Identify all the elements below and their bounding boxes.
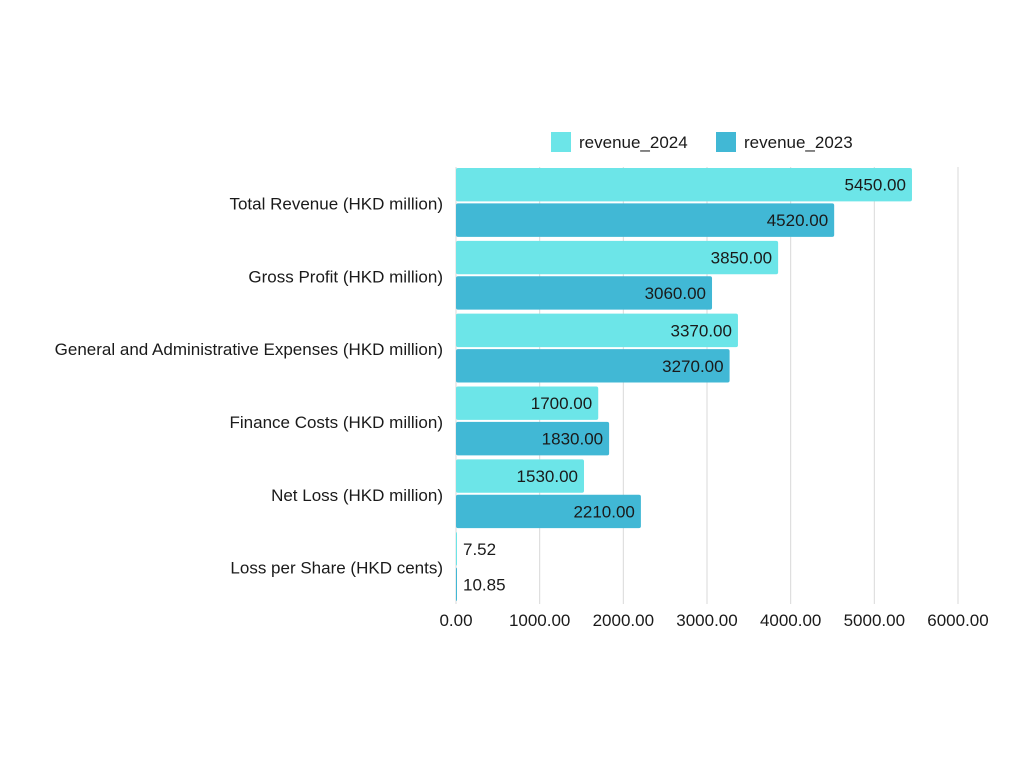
legend-item-revenue_2023[interactable]: revenue_2023 — [716, 132, 853, 152]
bar-revenue_2024[interactable] — [456, 168, 912, 202]
data-label: 3370.00 — [671, 321, 732, 340]
data-label: 7.52 — [463, 540, 496, 559]
legend[interactable]: revenue_2024 revenue_2023 — [551, 132, 853, 152]
x-tick-label: 3000.00 — [676, 611, 737, 630]
bar-revenue_2023[interactable] — [456, 203, 835, 237]
legend-label: revenue_2023 — [744, 133, 853, 152]
legend-label: revenue_2024 — [579, 133, 688, 152]
legend-item-revenue_2024[interactable]: revenue_2024 — [551, 132, 688, 152]
category-label: Gross Profit (HKD million) — [248, 267, 443, 286]
grid-lines — [455, 167, 959, 604]
bar-revenue_2024[interactable] — [456, 313, 738, 348]
x-tick-label: 4000.00 — [760, 611, 821, 630]
legend-swatch — [716, 132, 736, 152]
data-label: 1830.00 — [542, 430, 603, 449]
data-label: 3060.00 — [645, 284, 706, 303]
bars — [456, 168, 912, 601]
bar-revenue_2023[interactable] — [456, 421, 610, 456]
data-label: 1530.00 — [517, 467, 578, 486]
legend-swatch — [551, 132, 571, 152]
x-tick-label: 6000.00 — [927, 611, 988, 630]
data-label: 2210.00 — [573, 502, 634, 521]
bar-revenue_2024[interactable] — [456, 532, 457, 566]
bar-revenue_2024[interactable] — [456, 240, 779, 275]
x-axis-tick-labels: 0.00 1000.00 2000.00 3000.00 4000.00 5000.00 6… — [439, 611, 988, 630]
bar-revenue_2024[interactable] — [456, 459, 585, 493]
category-label: Finance Costs (HKD million) — [230, 413, 444, 432]
category-labels: Total Revenue (HKD million) Gross Profit … — [55, 194, 443, 577]
data-label: 10.85 — [463, 575, 506, 594]
data-label: 3270.00 — [662, 357, 723, 376]
data-label: 1700.00 — [531, 394, 592, 413]
bar-revenue_2023[interactable] — [456, 276, 713, 310]
category-label: Net Loss (HKD million) — [271, 486, 443, 505]
bar-revenue_2023[interactable] — [456, 494, 641, 529]
bar-revenue_2023[interactable] — [456, 349, 730, 383]
category-label: Total Revenue (HKD million) — [229, 194, 443, 213]
data-labels: 5450.00 4520.00 3850.00 3060.00 3370.00 3270.… — [463, 176, 906, 595]
x-tick-label: 2000.00 — [593, 611, 654, 630]
data-label: 3850.00 — [711, 249, 772, 268]
category-label: Loss per Share (HKD cents) — [230, 559, 443, 578]
x-tick-label: 1000.00 — [509, 611, 570, 630]
category-label: General and Administrative Expenses (HKD… — [55, 340, 443, 359]
data-label: 5450.00 — [845, 176, 906, 195]
data-label: 4520.00 — [767, 211, 828, 230]
x-tick-label: 5000.00 — [844, 611, 905, 630]
x-tick-label: 0.00 — [439, 611, 472, 630]
bar-revenue_2024[interactable] — [456, 386, 599, 420]
bar-revenue_2023[interactable] — [456, 567, 457, 601]
